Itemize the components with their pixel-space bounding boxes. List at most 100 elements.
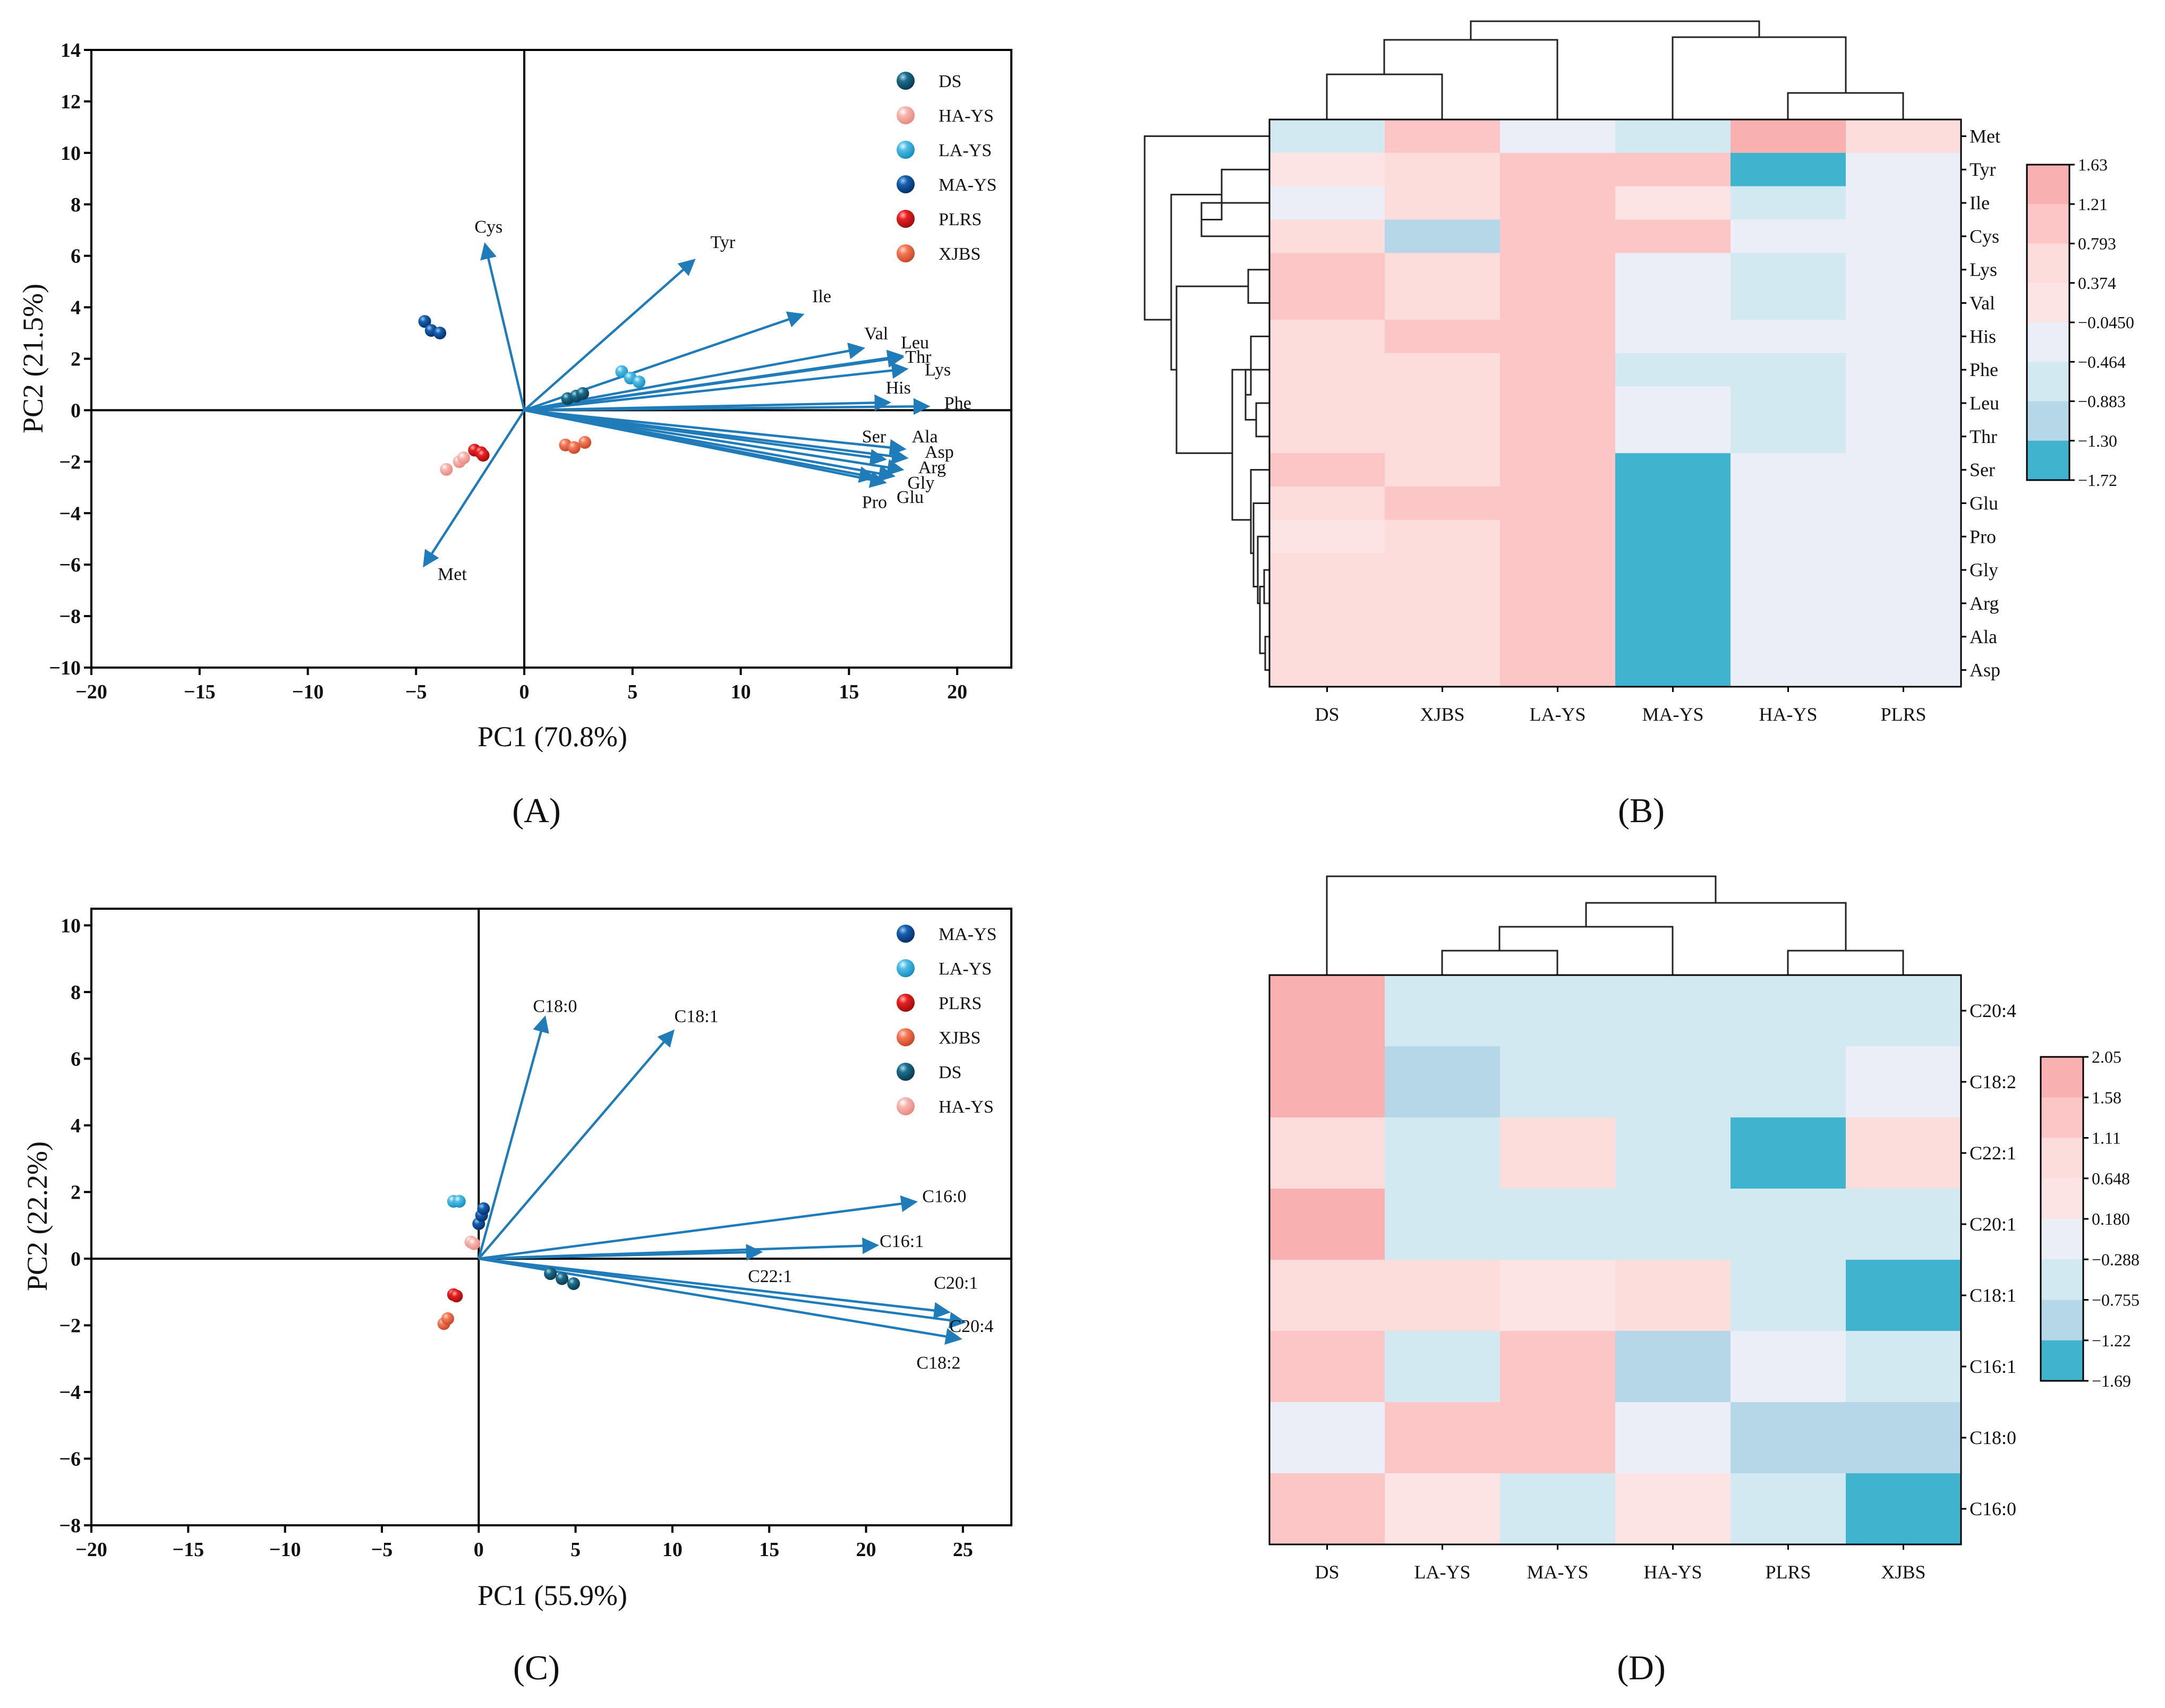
heatmap-cell-val-ma-ys — [1615, 286, 1731, 320]
legend-marker-plrs — [897, 994, 915, 1012]
loading-label-phe: Phe — [944, 394, 971, 413]
y-tick-label: 8 — [71, 981, 81, 1004]
legend-marker-plrs — [897, 210, 915, 228]
heatmap-cell-asp-la-ys — [1500, 653, 1616, 687]
heatmap-cell-c18-1-ma-ys — [1500, 1260, 1616, 1331]
loading-label-tyr: Tyr — [711, 233, 736, 252]
loading-vector-c18-1 — [478, 1029, 675, 1260]
y-tick-label: 12 — [61, 91, 81, 113]
row-label-val: Val — [1970, 293, 1995, 314]
heatmap-cell-val-plrs — [1846, 286, 1962, 320]
panel-a-x-ticks: −20 −15 −10 −5 0 5 10 15 20 — [75, 668, 967, 703]
loading-label-cys: Cys — [474, 217, 502, 237]
legend-label-plrs: PLRS — [939, 210, 982, 229]
heatmap-cell-ile-plrs — [1846, 186, 1962, 220]
score-point-ma-ys — [418, 315, 431, 328]
y-tick-label: 6 — [71, 1048, 81, 1070]
x-tick-label: −15 — [172, 1539, 204, 1561]
heatmap-cell-leu-plrs — [1846, 386, 1962, 420]
panel-a-x-axis-label: PC1 (70.8%) — [478, 721, 627, 753]
heatmap-cell-lys-la-ys — [1500, 253, 1616, 287]
y-tick-label: −2 — [59, 1314, 81, 1337]
heatmap-cell-lys-ma-ys — [1615, 253, 1731, 287]
colorbar-label: −1.22 — [2092, 1331, 2131, 1350]
heatmap-cell-met-ma-ys — [1615, 119, 1731, 153]
loading-vector-c16-0 — [478, 1195, 918, 1260]
colorbar-segment — [2027, 362, 2069, 402]
panel-d-column-dendrogram — [1326, 875, 1904, 975]
colorbar-segment — [2027, 204, 2069, 244]
heatmap-cell-c20-4-ds — [1269, 975, 1385, 1047]
score-point-xjbs — [567, 441, 581, 454]
heatmap-cell-tyr-xjbs — [1385, 152, 1501, 187]
row-label-ser: Ser — [1970, 459, 1995, 481]
dendrogram-branch — [1257, 535, 1269, 604]
colorbar-label: 0.374 — [2078, 274, 2116, 293]
heatmap-cell-met-la-ys — [1500, 119, 1616, 153]
heatmap-cell-ala-xjbs — [1385, 620, 1501, 654]
heatmap-cell-gly-xjbs — [1385, 553, 1501, 587]
row-label-c16-0: C16:0 — [1970, 1498, 2016, 1519]
loading-label-c18-1: C18:1 — [675, 1006, 719, 1026]
heatmap-cell-gly-plrs — [1846, 553, 1962, 587]
colorbar-segment — [2041, 1178, 2083, 1219]
heatmap-cell-c18-1-ha-ys — [1615, 1260, 1731, 1331]
x-tick-label: 15 — [839, 681, 859, 703]
legend-label-ha-ys: HA-YS — [939, 106, 994, 126]
score-point-plrs — [450, 1289, 463, 1303]
panel-d-heatmap: C20:4 C18:2 C22:1 C20:1 C18:1 C16:1 C18:0 C16:0… — [1268, 875, 2140, 1687]
colorbar-label: 0.793 — [2078, 234, 2116, 253]
x-tick-label: −10 — [269, 1539, 301, 1561]
panel-c-x-ticks: −20 −15 −10 −5 0 5 10 15 20 25 — [75, 1525, 973, 1561]
legend-marker-ds — [897, 1063, 915, 1081]
heatmap-cell-tyr-ha-ys — [1731, 152, 1846, 187]
loading-label-met: Met — [438, 565, 467, 584]
heatmap-cell-c18-1-la-ys — [1385, 1260, 1501, 1331]
row-label-asp: Asp — [1970, 660, 2000, 681]
heatmap-cell-glu-la-ys — [1500, 486, 1616, 520]
colorbar-label: −1.30 — [2078, 431, 2117, 450]
heatmap-cell-c16-0-ha-ys — [1615, 1473, 1731, 1545]
legend-label-la-ys: LA-YS — [939, 959, 992, 979]
heatmap-cell-glu-ha-ys — [1731, 486, 1846, 520]
x-tick-label: 20 — [947, 681, 967, 703]
heatmap-cell-met-ds — [1269, 119, 1385, 153]
x-tick-label: 25 — [953, 1539, 973, 1561]
heatmap-cell-c18-0-plrs — [1731, 1402, 1846, 1474]
heatmap-cell-c18-1-ds — [1269, 1260, 1385, 1331]
colorbar-label: −1.69 — [2092, 1371, 2131, 1390]
panel-c-plot-frame — [90, 908, 1012, 1526]
heatmap-cell-lys-plrs — [1846, 253, 1962, 287]
panel-d-colorbar: 2.05 1.58 1.11 0.648 0.180 −0.288 −0.755 −1.22 −… — [2040, 1047, 2140, 1390]
heatmap-cell-cys-ha-ys — [1731, 219, 1846, 253]
panel-d-row-labels: C20:4 C18:2 C22:1 C20:1 C18:1 C16:1 C18:0 C16:0 — [1961, 1000, 2016, 1519]
column-label-ma-ys: MA-YS — [1527, 1561, 1588, 1583]
loading-vector-lys — [524, 362, 909, 412]
dendrogram-branch — [1326, 875, 1717, 975]
loading-vector-pro — [524, 409, 876, 483]
heatmap-cell-c20-4-la-ys — [1385, 975, 1501, 1047]
y-tick-label: 10 — [61, 915, 81, 937]
legend-marker-ma-ys — [897, 925, 915, 943]
heatmap-cell-c16-1-xjbs — [1846, 1331, 1962, 1403]
heatmap-cell-c16-0-la-ys — [1385, 1473, 1501, 1545]
heatmap-cell-leu-ha-ys — [1731, 386, 1846, 420]
heatmap-cell-c16-1-ma-ys — [1500, 1331, 1616, 1403]
colorbar-label: 0.180 — [2092, 1209, 2130, 1228]
heatmap-cell-lys-ha-ys — [1731, 253, 1846, 287]
loading-vector-c18-0 — [478, 1015, 549, 1259]
heatmap-cell-c20-4-plrs — [1731, 975, 1846, 1047]
y-tick-label: −10 — [49, 657, 81, 679]
colorbar-label: 2.05 — [2092, 1047, 2121, 1066]
loading-label-his: His — [886, 378, 911, 398]
x-tick-label: 5 — [627, 681, 637, 703]
heatmap-cell-asp-ma-ys — [1615, 653, 1731, 687]
score-point-la-ys — [453, 1195, 466, 1208]
heatmap-cell-his-xjbs — [1385, 319, 1501, 354]
heatmap-cell-thr-ha-ys — [1731, 420, 1846, 454]
heatmap-cell-pro-ha-ys — [1731, 519, 1846, 554]
heatmap-cell-glu-ma-ys — [1615, 486, 1731, 520]
panel-b-row-dendrogram — [1144, 135, 1269, 671]
colorbar-label: 1.21 — [2078, 194, 2108, 214]
panel-c-loading-vectors: C18:0 C18:1 C16:0 C16:1 C22:1 C20:1 C20:4 C18:2 — [478, 997, 993, 1373]
